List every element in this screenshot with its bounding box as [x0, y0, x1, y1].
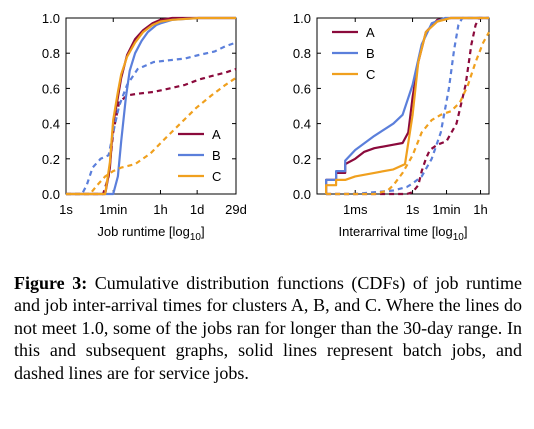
x-axis-title-subscript: 10: [190, 232, 202, 243]
series-c-dashed-line: [326, 31, 490, 196]
x-axis-title-main: Interarrival time [log: [339, 224, 453, 239]
y-tick-label: 0.0: [293, 187, 311, 202]
y-tick-label: 0.0: [42, 187, 60, 202]
series-a-solid-line: [325, 16, 489, 194]
job-runtime-chart: 0.0 0.2 0.4 0.6 0.8 1.0 1s 1min 1h 1d 29d Job runti…: [42, 11, 247, 243]
legend: ABC: [332, 25, 375, 82]
legend-label-b: B: [212, 148, 221, 163]
x-tick-label: 1ms: [343, 202, 368, 217]
y-tick-label: 1.0: [293, 11, 311, 26]
x-tick-label: 1d: [190, 202, 204, 217]
series-b-solid-line: [66, 16, 236, 196]
x-tick-label: 29d: [225, 202, 247, 217]
series-a-solid-line: [66, 16, 236, 196]
x-tick-label: 1min: [99, 202, 127, 217]
series-c-dashed-line: [66, 76, 237, 196]
legend-label-c: C: [212, 169, 221, 184]
y-tick-label: 0.2: [42, 152, 60, 167]
series-b-solid-line: [325, 16, 489, 194]
legend-label-c: C: [366, 67, 375, 82]
series-b-dashed-line: [66, 41, 237, 196]
series-c-solid-line: [325, 16, 489, 194]
legend-label-a: A: [366, 25, 375, 40]
x-axis-title: Job runtime [log10]: [97, 224, 204, 243]
x-tick-label: 1min: [432, 202, 460, 217]
y-tick-label: 0.6: [42, 81, 60, 96]
y-tick-label: 0.4: [42, 117, 60, 132]
interarrival-time-chart: 0.0 0.2 0.4 0.6 0.8 1.0 1ms 1s 1min 1h Interarriva…: [293, 11, 490, 243]
y-tick-label: 0.4: [293, 117, 311, 132]
series-a-dashed-line: [326, 16, 489, 196]
legend-label-a: A: [212, 127, 221, 142]
y-tick-label: 0.8: [42, 46, 60, 61]
y-tick-label: 0.2: [293, 152, 311, 167]
x-tick-label: 1s: [406, 202, 420, 217]
x-axis-title-main: Job runtime [log: [97, 224, 190, 239]
x-axis-title-close: ]: [464, 224, 468, 239]
x-tick-label: 1h: [153, 202, 167, 217]
caption-text: Cumulative distribution functions (CDFs)…: [14, 273, 522, 383]
x-tick-label: 1s: [59, 202, 73, 217]
legend-label-b: B: [366, 46, 375, 61]
x-axis-title-close: ]: [201, 224, 205, 239]
figure-caption: Figure 3: Cumulative distribution functi…: [14, 272, 522, 384]
y-tick-label: 1.0: [42, 11, 60, 26]
caption-label: Figure 3:: [14, 273, 88, 293]
plot-frame: [65, 17, 237, 195]
figure-3-charts: 0.0 0.2 0.4 0.6 0.8 1.0 1s 1min 1h 1d 29d Job runti…: [42, 11, 490, 243]
series-a-dashed-line: [66, 67, 237, 196]
plot-frame: [316, 17, 490, 195]
series-b-dashed-line: [326, 16, 489, 196]
legend: ABC: [178, 127, 221, 184]
x-tick-label: 1h: [473, 202, 487, 217]
y-tick-label: 0.6: [293, 81, 311, 96]
y-tick-label: 0.8: [293, 46, 311, 61]
x-axis-title: Interarrival time [log10]: [339, 224, 468, 243]
series-c-solid-line: [66, 16, 236, 196]
x-axis-title-subscript: 10: [453, 232, 465, 243]
